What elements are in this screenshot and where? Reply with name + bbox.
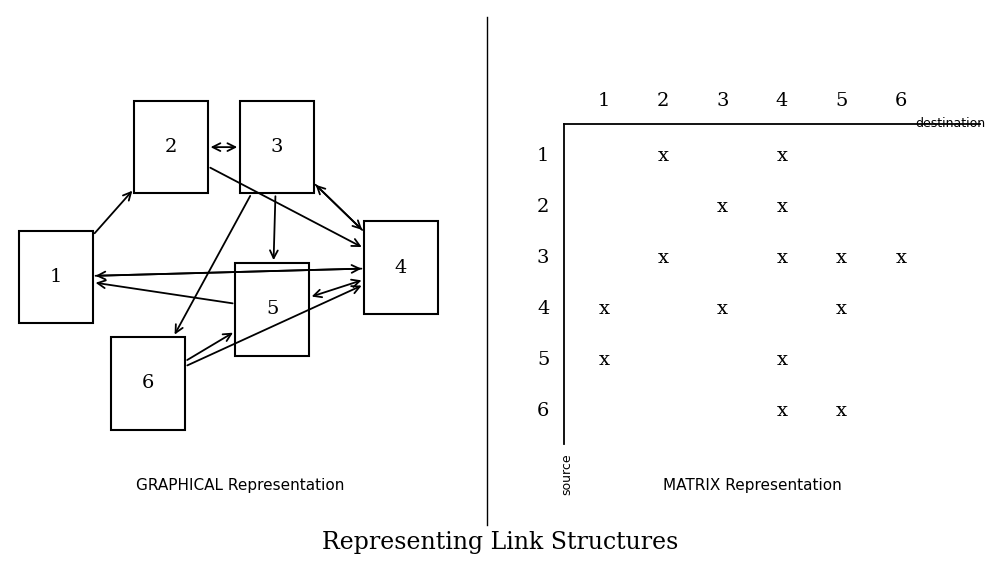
Text: 6: 6 <box>142 375 154 393</box>
Text: 2: 2 <box>165 138 177 156</box>
Text: 1: 1 <box>537 147 549 166</box>
Text: Representing Link Structures: Representing Link Structures <box>322 531 678 554</box>
Text: 1: 1 <box>598 92 610 110</box>
Text: x: x <box>836 402 847 420</box>
Text: x: x <box>598 351 609 370</box>
Bar <box>19 231 93 323</box>
Text: source: source <box>560 453 573 494</box>
Text: 2: 2 <box>657 92 669 110</box>
Text: 3: 3 <box>537 249 549 267</box>
Text: x: x <box>777 147 788 166</box>
Text: 2: 2 <box>537 198 549 216</box>
Text: 6: 6 <box>537 402 549 420</box>
Text: x: x <box>836 300 847 318</box>
Text: 5: 5 <box>835 92 848 110</box>
Text: destination: destination <box>915 118 985 131</box>
Text: x: x <box>717 198 728 216</box>
Text: x: x <box>777 402 788 420</box>
Text: x: x <box>658 249 669 267</box>
Text: x: x <box>777 249 788 267</box>
Text: 3: 3 <box>271 138 283 156</box>
Text: 5: 5 <box>537 351 549 370</box>
Text: 1: 1 <box>50 268 62 286</box>
Bar <box>364 221 438 314</box>
Bar <box>134 101 208 193</box>
Text: 6: 6 <box>895 92 907 110</box>
Text: x: x <box>658 147 669 166</box>
Bar <box>111 337 185 430</box>
Text: x: x <box>777 351 788 370</box>
Bar <box>235 263 309 355</box>
Text: 4: 4 <box>776 92 788 110</box>
Text: x: x <box>777 198 788 216</box>
Text: 5: 5 <box>266 300 278 318</box>
Text: x: x <box>895 249 906 267</box>
Text: 3: 3 <box>716 92 729 110</box>
Bar <box>240 101 314 193</box>
Text: GRAPHICAL Representation: GRAPHICAL Representation <box>136 478 344 493</box>
Text: x: x <box>836 249 847 267</box>
Text: 4: 4 <box>537 300 549 318</box>
Text: 4: 4 <box>395 259 407 277</box>
Text: x: x <box>717 300 728 318</box>
Text: MATRIX Representation: MATRIX Representation <box>663 478 842 493</box>
Text: x: x <box>598 300 609 318</box>
